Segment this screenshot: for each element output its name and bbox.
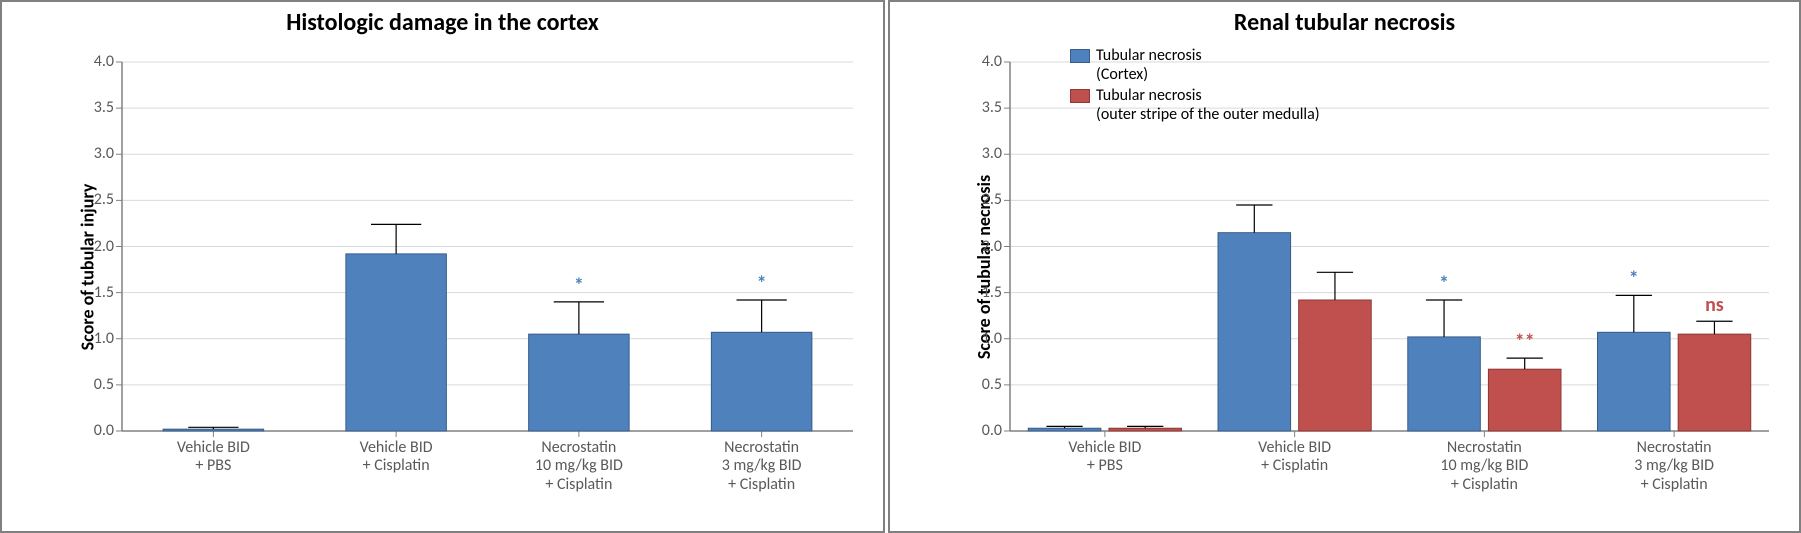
legend-swatch [1070, 89, 1090, 103]
ytick-label: 2.0 [72, 237, 114, 256]
ytick-label: 2.0 [960, 237, 1002, 256]
x-category-label: Necrostatin 3 mg/kg BID + Cisplatin [1579, 439, 1769, 494]
ytick-label: 3.5 [72, 98, 114, 117]
right-panel: Renal tubular necrosis Score of tubular … [888, 0, 1801, 533]
legend-swatch [1070, 49, 1090, 63]
significance-annotation: * [529, 274, 630, 298]
ytick-label: 4.0 [960, 52, 1002, 71]
ytick-label: 2.5 [72, 190, 114, 209]
ytick-label: 0.5 [960, 375, 1002, 394]
ytick-label: 0.0 [72, 421, 114, 440]
ytick-label: 1.0 [72, 329, 114, 348]
ytick-label: 3.5 [960, 98, 1002, 117]
ytick-label: 1.0 [960, 329, 1002, 348]
right-legend: Tubular necrosis (Cortex)Tubular necrosi… [1070, 46, 1320, 126]
x-category-label: Vehicle BID + Cisplatin [1200, 439, 1390, 476]
ytick-label: 1.5 [960, 283, 1002, 302]
left-panel: Histologic damage in the cortex Score of… [0, 0, 885, 533]
ytick-label: 0.0 [960, 421, 1002, 440]
x-category-label: Vehicle BID + PBS [122, 439, 305, 476]
figure-wrap: Histologic damage in the cortex Score of… [0, 0, 1801, 533]
significance-annotation: ** [1488, 330, 1561, 354]
x-category-label: Necrostatin 10 mg/kg BID + Cisplatin [488, 439, 671, 494]
x-category-label: Necrostatin 10 mg/kg BID + Cisplatin [1390, 439, 1580, 494]
ytick-label: 3.0 [72, 144, 114, 163]
legend-label: Tubular necrosis (outer stripe of the ou… [1096, 86, 1320, 124]
legend-item: Tubular necrosis (Cortex) [1070, 46, 1320, 84]
ytick-label: 3.0 [960, 144, 1002, 163]
significance-annotation: * [1408, 272, 1481, 296]
ytick-label: 1.5 [72, 283, 114, 302]
x-category-label: Vehicle BID + Cisplatin [305, 439, 488, 476]
significance-annotation: * [1598, 267, 1671, 291]
significance-annotation: * [711, 272, 812, 296]
legend-item: Tubular necrosis (outer stripe of the ou… [1070, 86, 1320, 124]
ytick-label: 0.5 [72, 375, 114, 394]
ytick-label: 4.0 [72, 52, 114, 71]
x-category-label: Necrostatin 3 mg/kg BID + Cisplatin [670, 439, 853, 494]
x-category-label: Vehicle BID + PBS [1010, 439, 1200, 476]
ytick-label: 2.5 [960, 190, 1002, 209]
significance-annotation: ns [1678, 293, 1751, 317]
legend-label: Tubular necrosis (Cortex) [1096, 46, 1202, 84]
